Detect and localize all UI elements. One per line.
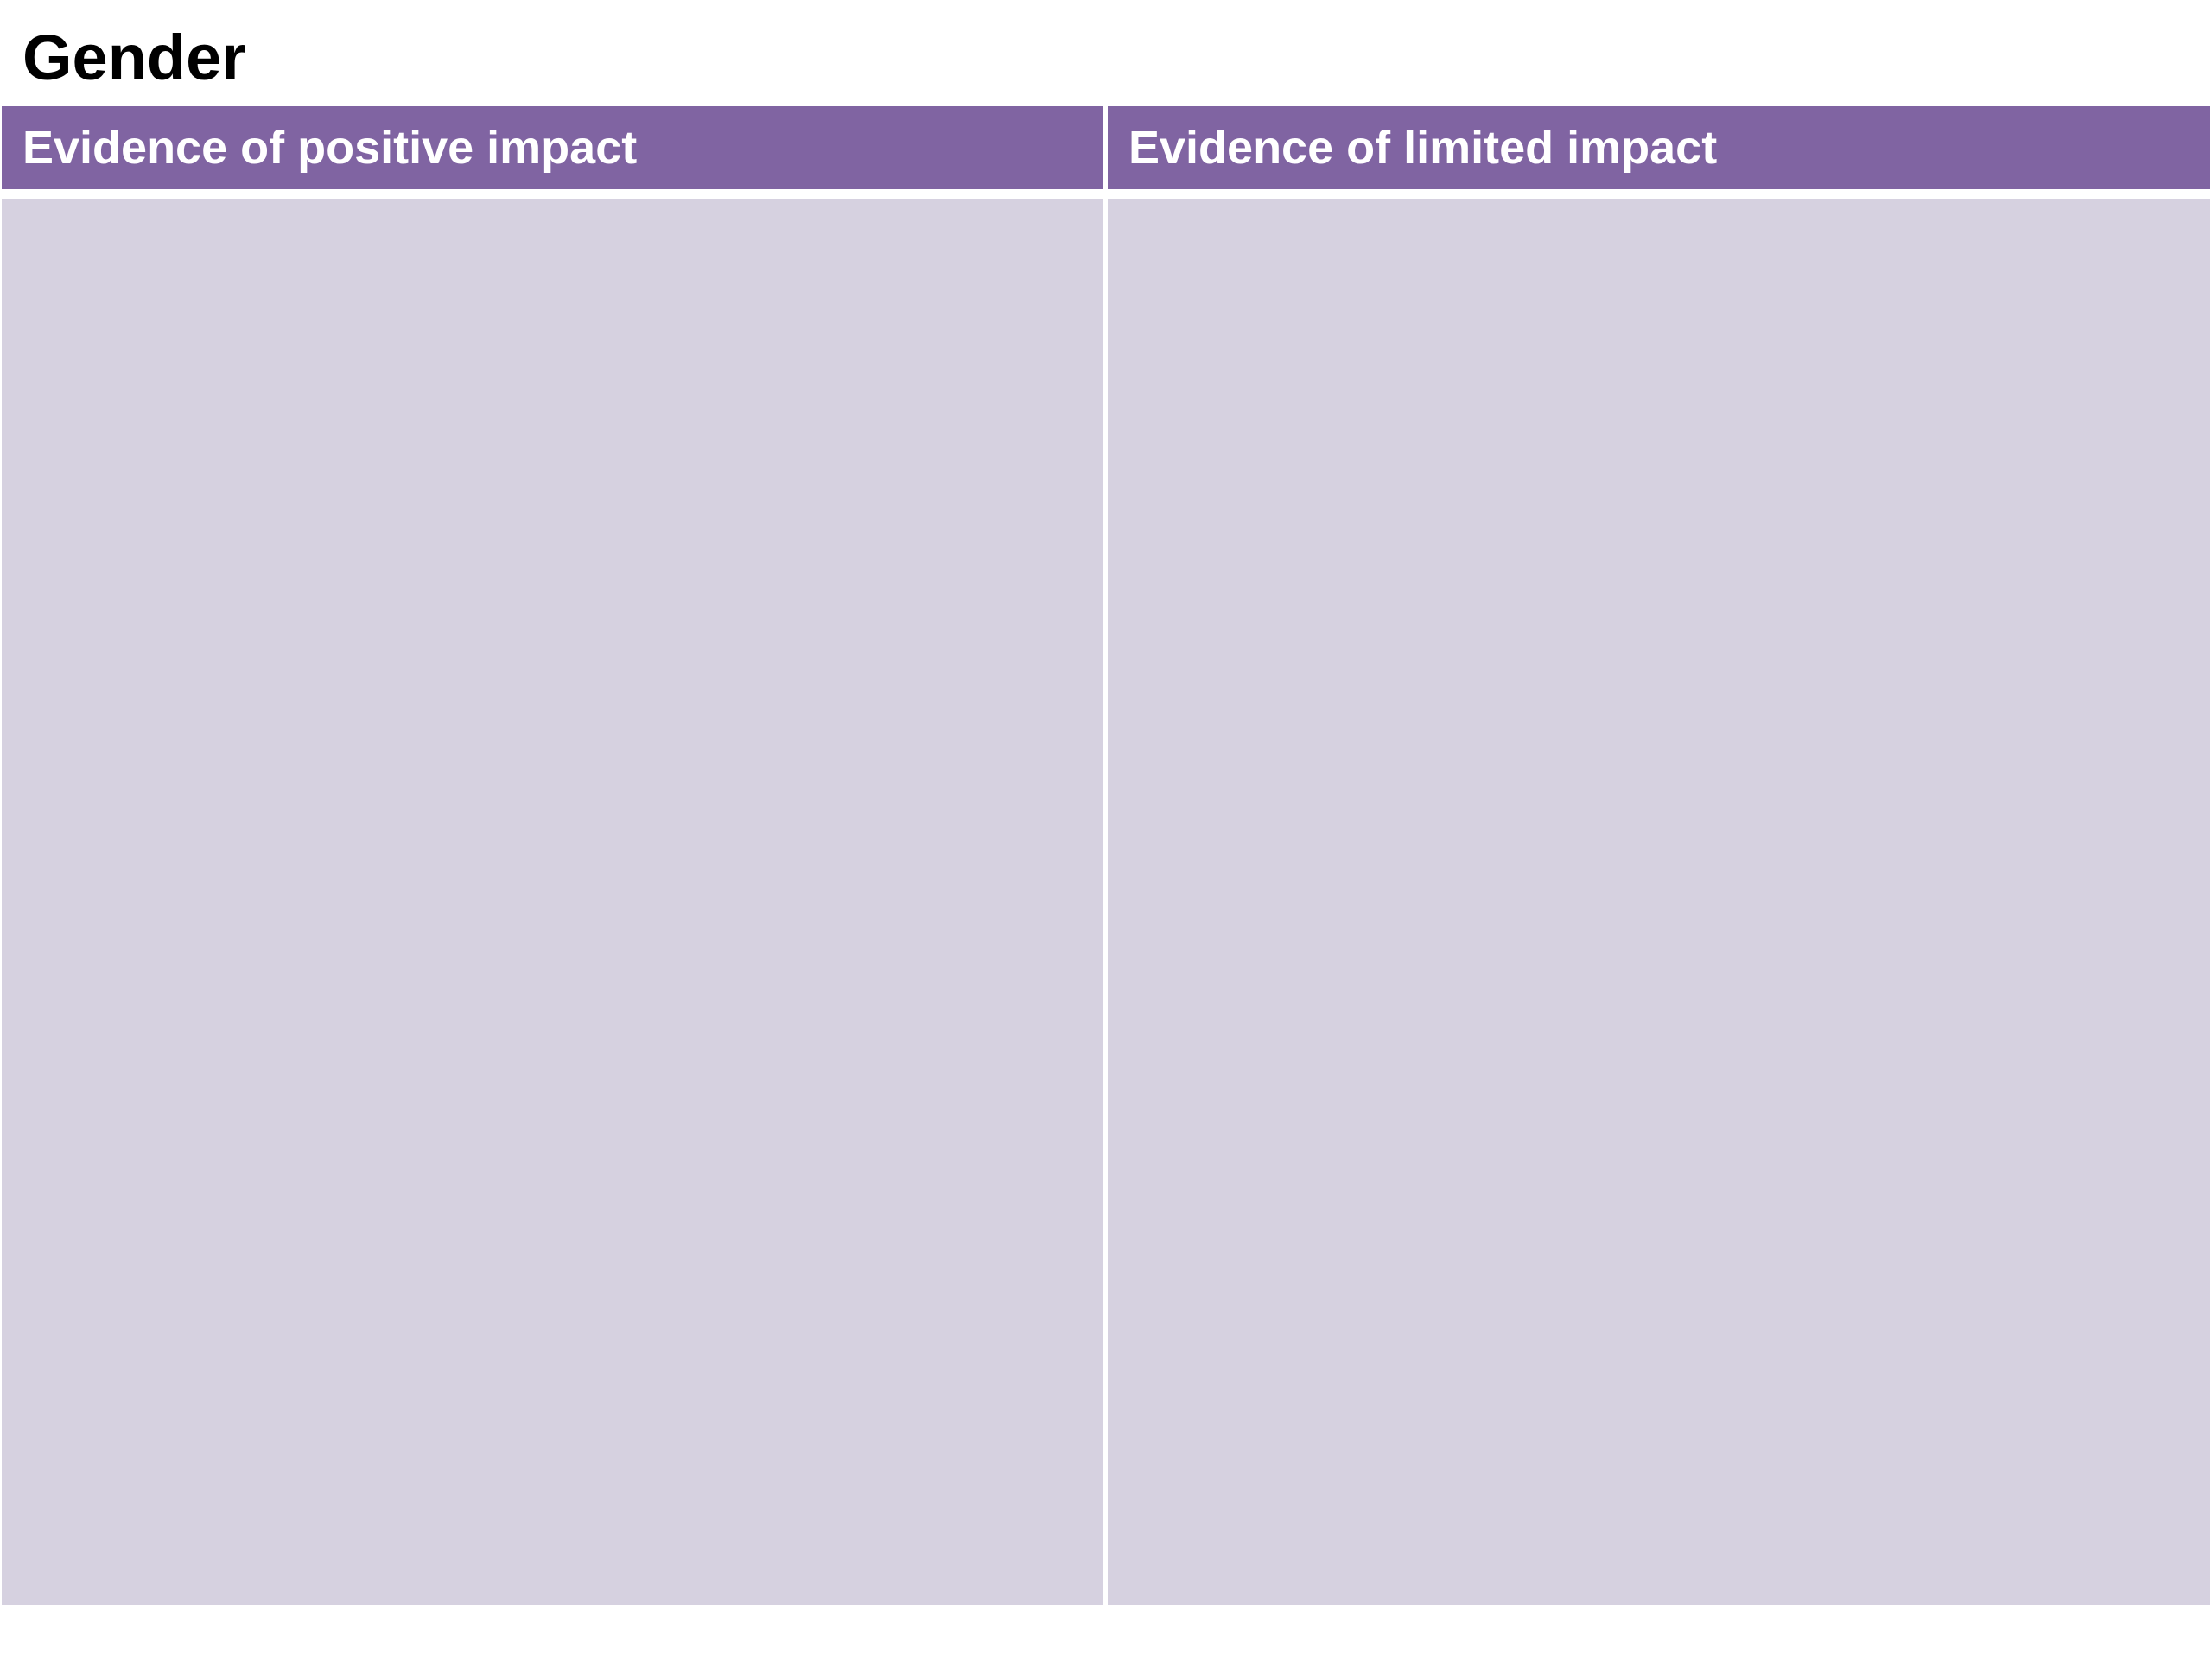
table-cell <box>1108 199 2210 1605</box>
table-cell <box>2 199 1103 1605</box>
column-header: Evidence of positive impact <box>2 106 1103 189</box>
slide-title: Gender <box>22 22 247 93</box>
column-header: Evidence of limited impact <box>1108 106 2210 189</box>
